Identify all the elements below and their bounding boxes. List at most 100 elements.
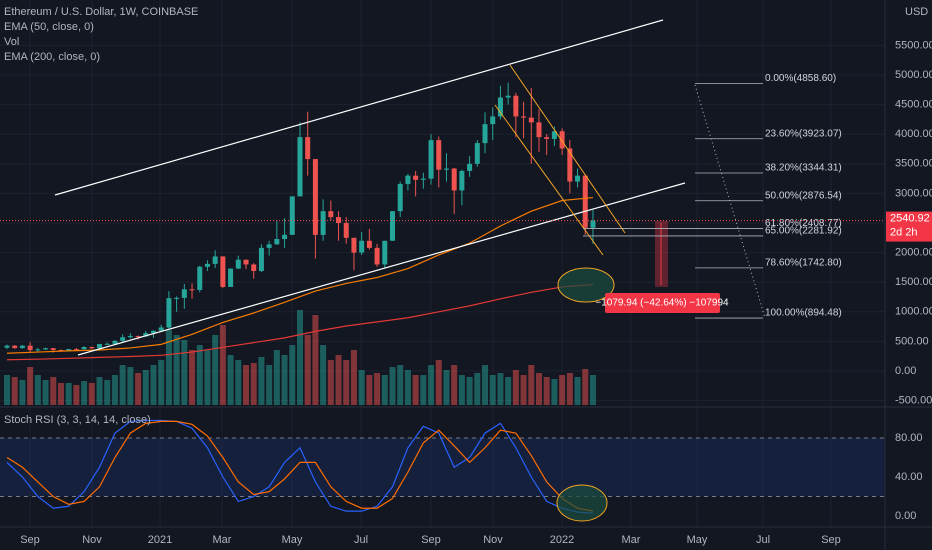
candle-body: [567, 148, 573, 182]
volume-bar: [212, 335, 219, 405]
candle-body: [305, 137, 311, 160]
candle-body: [443, 168, 449, 170]
volume-bar: [4, 375, 10, 405]
volume-bar: [528, 365, 535, 405]
volume-bar: [374, 373, 381, 405]
candle-body: [189, 289, 195, 291]
fib-label: 38.20%(3344.31): [765, 163, 842, 174]
candle-body: [428, 140, 434, 179]
candle-body: [351, 237, 357, 253]
overlay: 0.00%(4858.60) 23.60%(3923.07) 38.20%(3344…: [0, 73, 885, 319]
volume-bar: [243, 365, 250, 405]
y-tick-label: 0.00: [895, 510, 916, 522]
candle-body: [451, 168, 457, 191]
fib-label: 23.60%(3923.07): [765, 128, 842, 139]
candle-body: [282, 234, 288, 239]
volume-bar: [482, 365, 489, 405]
candle-body: [19, 345, 25, 349]
fib-label: 50.00%(2876.54): [765, 190, 842, 201]
x-tick-label: 2021: [148, 534, 172, 546]
y-tick-label: 0.00: [895, 365, 916, 377]
candle-body: [258, 247, 264, 271]
candle-body: [174, 297, 180, 299]
candle-body: [536, 122, 542, 138]
volume-bar: [327, 360, 334, 405]
y-tick-label: 500.00: [895, 335, 929, 347]
volume-bar: [96, 377, 103, 405]
volume-bar: [420, 375, 427, 405]
measure-label-box: [605, 293, 720, 313]
volume-bar: [535, 373, 542, 405]
candle-body: [490, 116, 496, 125]
y-tick-label: 1500.00: [895, 276, 932, 288]
candle-body: [575, 175, 581, 182]
highlight: [556, 484, 608, 522]
x-tick-label: May: [687, 534, 708, 546]
volume-bar: [150, 365, 157, 405]
fib-label: 61.80%(2408.77): [765, 218, 842, 229]
x-tick-label: Mar: [622, 534, 641, 546]
volume-bar: [466, 377, 473, 405]
volume-bar: [512, 370, 519, 405]
candle-body: [251, 264, 257, 271]
x-tick-label: Jul: [354, 534, 368, 546]
candle-body: [274, 238, 280, 245]
price-tag-text: 2540.92: [890, 212, 930, 224]
axis-label: USD: [905, 6, 928, 18]
volume-bar: [258, 357, 265, 405]
candle-body: [436, 140, 442, 170]
candle-body: [27, 345, 33, 351]
candle-body: [120, 337, 126, 341]
y-tick-label: 5500.00: [895, 39, 932, 51]
volume-bar: [196, 345, 203, 405]
candle-body: [474, 143, 480, 164]
pane-title: Stoch RSI (3, 3, 14, 14, close): [4, 414, 151, 426]
volume-bar: [142, 370, 149, 405]
candle-body: [405, 175, 411, 184]
x-tick-label: Jul: [756, 534, 770, 546]
volume-bar: [111, 375, 118, 405]
y-tick-label: 3500.00: [895, 158, 932, 170]
grid: [0, 0, 885, 527]
candle-body: [559, 131, 565, 149]
candle-body: [497, 97, 503, 117]
volume-bar: [443, 370, 450, 405]
y-tick-label: 5000.00: [895, 69, 932, 81]
volume-bar: [119, 365, 126, 405]
volume-bar: [50, 377, 57, 405]
candle-body: [544, 137, 550, 139]
candle-body: [112, 340, 118, 344]
candle-body: [528, 117, 534, 123]
fib-label: 78.60%(1742.80): [765, 257, 842, 268]
falling-lower: [494, 104, 604, 256]
volume-bar: [520, 375, 527, 405]
candle-body: [150, 330, 156, 334]
volume-bar: [335, 355, 342, 405]
candle-body: [397, 183, 403, 212]
y-tick-label: -500.00: [895, 395, 932, 407]
channel-upper: [54, 19, 664, 196]
candle-body: [551, 131, 557, 139]
volume-bar: [381, 375, 388, 405]
x-tick-label: 2022: [550, 534, 574, 546]
candle-body: [513, 95, 519, 117]
candle-body: [590, 220, 596, 228]
candle-body: [521, 116, 527, 118]
countdown: 2d 2h: [890, 226, 918, 238]
y-tick-label: 1000.00: [895, 306, 932, 318]
fib-label: 0.00%(4858.60): [765, 73, 836, 84]
volume-bar: [42, 380, 49, 405]
volume-bar: [551, 379, 558, 405]
volume-bar: [127, 367, 134, 405]
candle-body: [204, 263, 210, 267]
candle-body: [43, 348, 49, 350]
channel-lower: [77, 182, 686, 356]
volume-bar: [11, 377, 18, 405]
volume-bar: [505, 377, 512, 405]
candle-body: [243, 259, 249, 265]
candle-body: [374, 247, 380, 265]
candle-body: [73, 349, 79, 351]
fib-trend: [694, 84, 766, 319]
candle-body: [166, 298, 172, 328]
volume-bar: [397, 365, 404, 405]
